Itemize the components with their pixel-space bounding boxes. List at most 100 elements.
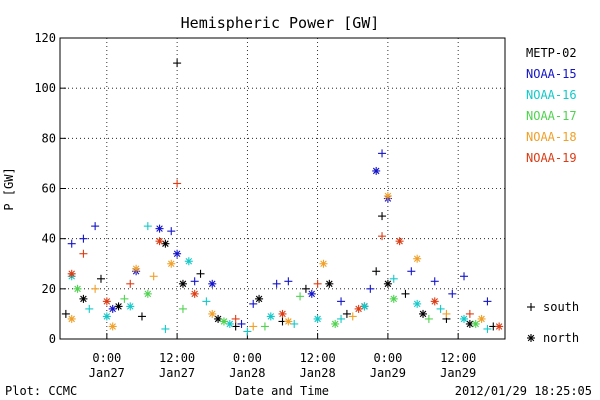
data-point: [272, 279, 281, 288]
data-point: [460, 272, 469, 281]
data-point: [471, 319, 480, 328]
data-point: [266, 312, 275, 321]
data-point: [137, 312, 146, 321]
data-point: [67, 314, 76, 323]
data-point: [419, 309, 428, 318]
legend-entry: NOAA-15: [526, 67, 577, 81]
x-tick-label-date: Jan28: [229, 366, 265, 380]
data-point: [243, 327, 252, 336]
data-point: [372, 166, 381, 175]
data-point: [102, 312, 111, 321]
data-point: [126, 279, 135, 288]
data-point: [307, 289, 316, 298]
legend-entry: METP-02: [526, 46, 577, 60]
data-point: [383, 279, 392, 288]
data-point: [143, 289, 152, 298]
data-point: [85, 304, 94, 313]
data-point: [161, 324, 170, 333]
data-point: [143, 222, 152, 231]
data-point: [378, 232, 387, 241]
data-point: [348, 312, 357, 321]
data-point: [372, 267, 381, 276]
data-point: [108, 304, 117, 313]
footer-right: 2012/01/29 18:25:05: [455, 384, 592, 398]
data-point: [91, 222, 100, 231]
data-point: [96, 274, 105, 283]
data-point: [102, 297, 111, 306]
data-point: [413, 299, 422, 308]
data-point: [483, 297, 492, 306]
data-point: [155, 224, 164, 233]
data-point: [178, 304, 187, 313]
data-point: [126, 302, 135, 311]
data-point: [389, 294, 398, 303]
data-point: [249, 299, 258, 308]
data-point: [424, 314, 433, 323]
x-tick-label-date: Jan27: [89, 366, 125, 380]
data-point: [208, 309, 217, 318]
data-point: [173, 179, 182, 188]
x-tick-label-date: Jan28: [300, 366, 336, 380]
legend-entry: NOAA-16: [526, 88, 577, 102]
data-point: [389, 274, 398, 283]
data-point: [313, 279, 322, 288]
y-tick-label: 100: [34, 81, 56, 95]
x-tick-label-date: Jan29: [440, 366, 476, 380]
data-points: [61, 59, 504, 336]
data-point: [430, 277, 439, 286]
data-point: [331, 319, 340, 328]
x-tick-label-date: Jan29: [370, 366, 406, 380]
legend-entry: NOAA-18: [526, 130, 577, 144]
data-point: [202, 297, 211, 306]
data-point: [460, 314, 469, 323]
data-point: [237, 319, 246, 328]
data-point: [378, 149, 387, 158]
data-point: [173, 59, 182, 68]
y-axis-label: P [GW]: [2, 167, 16, 210]
x-tick-label-date: Jan27: [159, 366, 195, 380]
x-tick-label-time: 12:00: [440, 351, 476, 365]
data-point: [132, 264, 141, 273]
data-point: [407, 267, 416, 276]
data-point: [337, 314, 346, 323]
data-point: [442, 309, 451, 318]
data-point: [190, 289, 199, 298]
data-point: [366, 284, 375, 293]
data-point: [413, 254, 422, 263]
marker-legend-label: south: [543, 300, 579, 314]
data-point: [436, 304, 445, 313]
data-point: [260, 322, 269, 331]
data-point: [342, 309, 351, 318]
data-point: [249, 322, 258, 331]
x-tick-label-time: 0:00: [373, 351, 402, 365]
data-point: [167, 227, 176, 236]
y-tick-label: 120: [34, 31, 56, 45]
x-tick-label-time: 0:00: [233, 351, 262, 365]
data-point: [301, 284, 310, 293]
data-point: [337, 297, 346, 306]
data-point: [360, 302, 369, 311]
data-point: [354, 304, 363, 313]
data-point: [149, 272, 158, 281]
data-point: [184, 257, 193, 266]
data-point: [483, 324, 492, 333]
data-point: [61, 309, 70, 318]
data-point: [255, 294, 264, 303]
data-point: [196, 269, 205, 278]
data-point: [319, 259, 328, 268]
x-axis-label: Date and Time: [235, 384, 329, 398]
data-point: [167, 259, 176, 268]
data-point: [383, 192, 392, 201]
data-point: [79, 249, 88, 258]
data-point: [278, 309, 287, 318]
data-point: [495, 322, 504, 331]
y-tick-label: 40: [42, 232, 56, 246]
data-point: [430, 297, 439, 306]
y-tick-label: 60: [42, 182, 56, 196]
y-axis-ticks: 0 20 40 60 80 100 120: [34, 31, 66, 346]
data-point: [79, 234, 88, 243]
data-point: [325, 279, 334, 288]
data-point: [108, 322, 117, 331]
chart-title: Hemispheric Power [GW]: [181, 14, 380, 32]
series-legend: METP-02 NOAA-15 NOAA-16 NOAA-17 NOAA-18 NOAA-…: [526, 46, 577, 165]
